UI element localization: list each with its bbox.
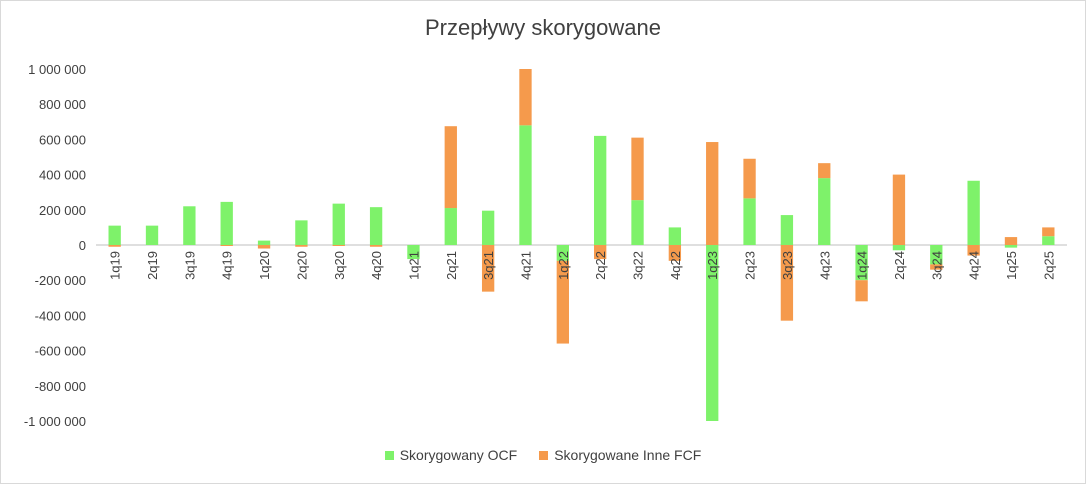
y-tick-label: -800 000 (35, 379, 86, 394)
bar-inne-fcf-4q21 (519, 69, 532, 126)
bar-ocf-4q24 (967, 180, 980, 245)
bar-inne-fcf-4q22 (668, 245, 682, 261)
bar-ocf-1q19 (108, 225, 121, 245)
bar-ocf-4q19 (220, 201, 233, 245)
bar-ocf-1q23 (706, 245, 719, 421)
bar-ocf-2q20 (295, 220, 308, 245)
x-tick-label: 4q24 (967, 251, 982, 280)
bar-ocf-1q21 (407, 245, 420, 260)
x-tick-label: 2q19 (145, 251, 160, 280)
x-tick-label: 2q21 (444, 251, 459, 280)
x-tick-label: 2q20 (294, 251, 309, 280)
bar-inne-fcf-1q23 (706, 142, 719, 245)
bar-ocf-2q21 (444, 208, 457, 245)
legend-swatch-inne-fcf (539, 450, 549, 460)
bar-inne-fcf-2q24 (892, 174, 906, 245)
bar-inne-fcf-3q24 (930, 264, 943, 270)
y-tick-label: 200 000 (39, 203, 86, 218)
bar-inne-fcf-4q23 (818, 163, 831, 179)
bar-ocf-1q25 (1004, 245, 1018, 248)
bar-ocf-1q24 (855, 245, 868, 281)
x-tick-label: 4q22 (668, 251, 683, 280)
bar-inne-fcf-4q19 (220, 245, 233, 246)
bar-ocf-1q20 (257, 240, 271, 245)
x-tick-label: 3q23 (780, 251, 795, 280)
x-tick-label: 4q19 (220, 251, 235, 280)
bar-ocf-3q21 (481, 210, 495, 245)
bar-inne-fcf-3q23 (780, 245, 794, 321)
bar-inne-fcf-3q22 (631, 137, 644, 201)
bar-ocf-2q19 (145, 225, 159, 245)
x-tick-label: 2q23 (743, 251, 758, 280)
x-tick-label: 1q19 (108, 251, 123, 280)
x-tick-label: 2q25 (1041, 251, 1056, 280)
x-tick-label: 3q24 (929, 251, 944, 280)
legend-item-ocf: Skorygowany OCF (384, 447, 518, 463)
y-tick-label: 600 000 (39, 132, 86, 147)
y-tick-label: -600 000 (35, 344, 86, 359)
bar-ocf-1q22 (556, 245, 569, 261)
x-tick-label: 1q21 (406, 251, 421, 280)
x-tick-label: 4q21 (518, 251, 533, 280)
x-tick-label: 3q21 (481, 251, 496, 280)
bar-ocf-3q22 (631, 200, 644, 245)
legend-swatch-ocf (384, 450, 394, 460)
bar-inne-fcf-2q21 (444, 126, 457, 209)
bar-inne-fcf-1q25 (1004, 237, 1018, 245)
x-tick-label: 3q19 (182, 251, 197, 280)
bar-inne-fcf-4q24 (967, 245, 980, 256)
bar-inne-fcf-3q20 (332, 245, 345, 246)
bar-ocf-3q24 (930, 245, 943, 265)
y-tick-label: -400 000 (35, 308, 86, 323)
y-tick-label: 1 000 000 (28, 62, 86, 77)
y-tick-label: 400 000 (39, 168, 86, 183)
bar-ocf-3q23 (780, 215, 794, 245)
chart-title: Przepływy skorygowane (425, 15, 661, 40)
x-tick-label: 1q23 (705, 251, 720, 280)
bar-ocf-2q24 (892, 245, 906, 251)
x-tick-label: 3q20 (332, 251, 347, 280)
bar-inne-fcf-2q25 (1042, 227, 1055, 237)
bar-inne-fcf-1q19 (108, 245, 121, 247)
chart-legend: Skorygowany OCF Skorygowane Inne FCF (1, 447, 1085, 463)
bar-ocf-4q20 (369, 207, 383, 245)
x-tick-label: 3q22 (631, 251, 646, 280)
x-tick-label: 2q24 (892, 251, 907, 280)
x-tick-label: 4q23 (817, 251, 832, 280)
bar-ocf-2q22 (594, 135, 607, 245)
bar-inne-fcf-1q22 (556, 260, 569, 344)
x-tick-label: 4q20 (369, 251, 384, 280)
bar-inne-fcf-1q20 (257, 245, 271, 249)
chart-plot: 1 000 000 800 000 600 000 400 000 200 000 0 -2… (24, 62, 1067, 429)
y-tick-label: -1 000 000 (24, 414, 86, 429)
bar-ocf-2q25 (1042, 236, 1055, 245)
bar-ocf-3q20 (332, 203, 345, 245)
bar-inne-fcf-1q24 (855, 280, 868, 302)
bar-ocf-4q21 (519, 125, 532, 245)
bar-inne-fcf-2q20 (295, 245, 308, 247)
x-tick-label: 1q20 (257, 251, 272, 280)
bar-inne-fcf-4q20 (369, 245, 383, 247)
bar-ocf-2q23 (743, 198, 756, 245)
bar-ocf-3q19 (183, 206, 196, 245)
legend-label-inne-fcf: Skorygowane Inne FCF (554, 447, 702, 463)
bar-inne-fcf-3q21 (481, 245, 495, 292)
x-tick-label: 1q24 (855, 251, 870, 280)
bar-ocf-4q22 (668, 227, 682, 245)
x-tick-label: 1q25 (1004, 251, 1019, 280)
y-tick-label: -200 000 (35, 273, 86, 288)
y-tick-label: 800 000 (39, 97, 86, 112)
x-tick-label: 1q22 (556, 251, 571, 280)
legend-label-ocf: Skorygowany OCF (399, 447, 518, 463)
bar-inne-fcf-2q23 (743, 158, 756, 199)
bar-ocf-4q23 (818, 178, 831, 245)
bar-inne-fcf-2q22 (594, 245, 607, 260)
x-tick-label: 2q22 (593, 251, 608, 280)
legend-item-inne-fcf: Skorygowane Inne FCF (539, 447, 701, 463)
y-tick-label: 0 (79, 238, 86, 253)
